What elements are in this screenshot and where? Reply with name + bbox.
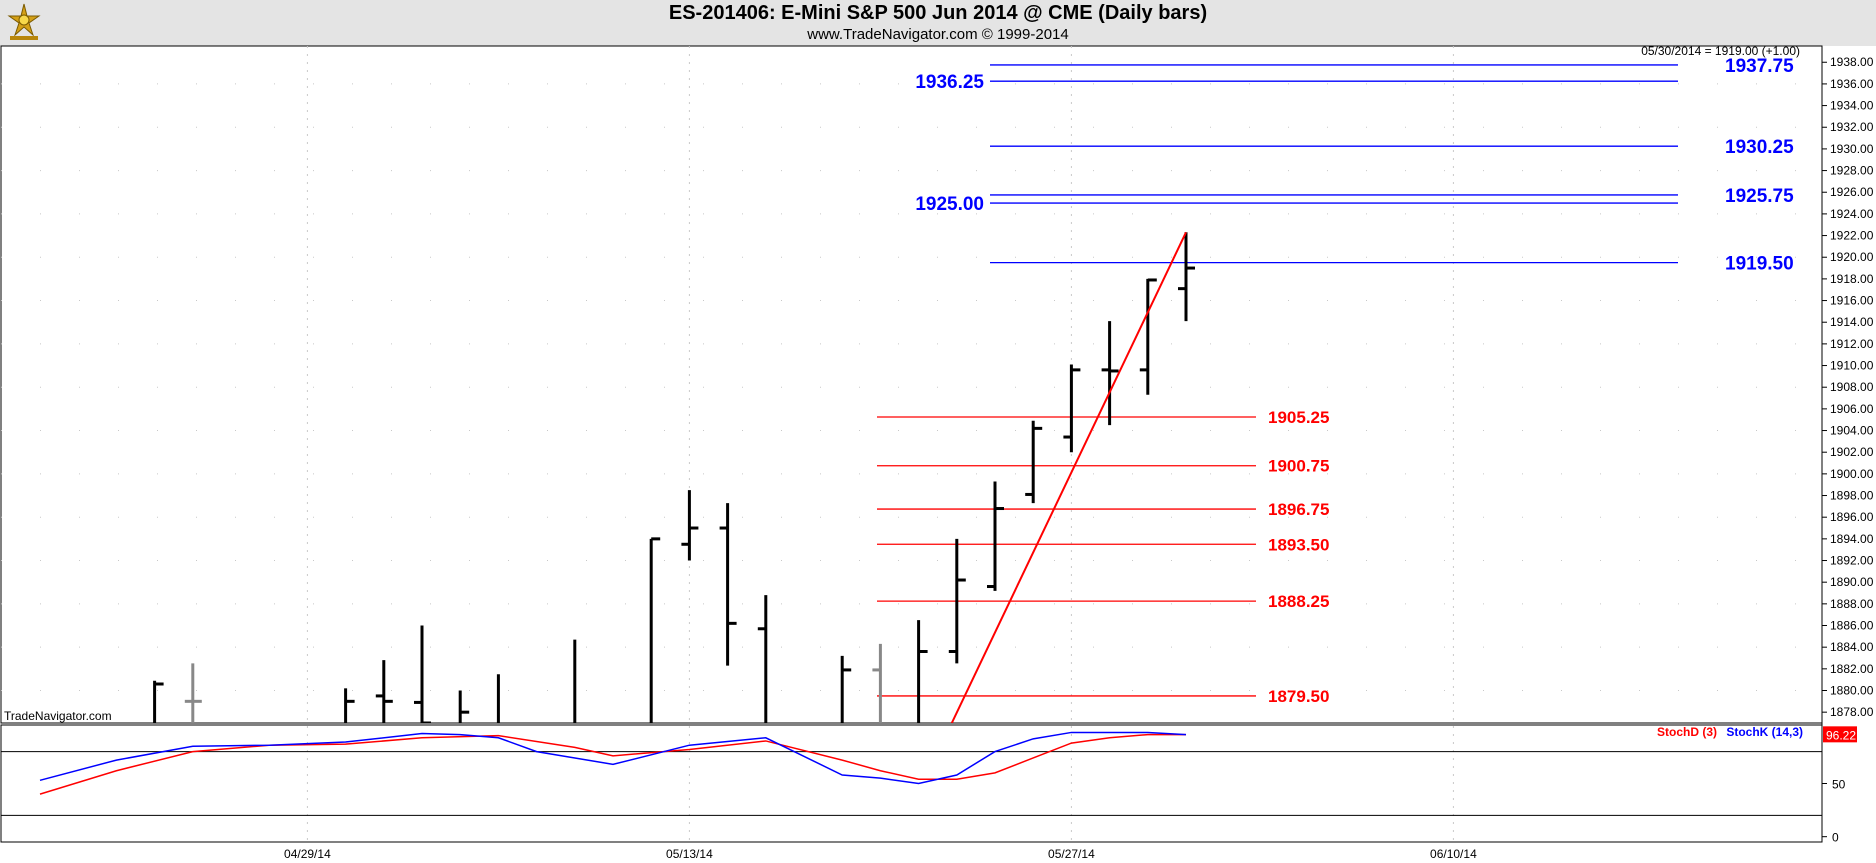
trendline xyxy=(950,231,1187,723)
stochastic-panel: StochD (3) StochK (14,3) xyxy=(1,725,1822,816)
x-tick-label: 04/29/14 xyxy=(284,847,331,861)
y-tick-label: 1898.00 xyxy=(1830,489,1874,503)
trade-navigator-logo-icon xyxy=(4,2,44,42)
y-tick-label: 1884.00 xyxy=(1830,640,1874,654)
y-tick-label: 1888.00 xyxy=(1830,597,1874,611)
chart-grid xyxy=(0,45,1823,843)
y-tick-label: 1920.00 xyxy=(1830,250,1874,264)
ohlc-bar xyxy=(1025,420,1043,504)
y-tick-label: 1878.00 xyxy=(1830,705,1874,719)
last-price-label: 05/30/2014 = 1919.00 (+1.00) xyxy=(1641,44,1800,58)
ohlc-bar xyxy=(872,643,882,723)
chart-axes: 1878.00 1880.00 1882.00 1884.00 1886.00 1888.… xyxy=(284,55,1874,861)
ohlc-bar xyxy=(948,538,966,664)
y-tick-label: 1918.00 xyxy=(1830,272,1874,286)
y-tick-label: 1932.00 xyxy=(1830,120,1874,134)
legend-stoch-d: StochD (3) xyxy=(1657,725,1717,739)
y-tick-label: 1930.00 xyxy=(1830,142,1874,156)
ohlc-bar xyxy=(153,680,164,723)
price-plot-area xyxy=(153,64,1678,723)
y-tick-label: 1938.00 xyxy=(1830,55,1874,69)
y-tick-label: 1890.00 xyxy=(1830,575,1874,589)
ohlc-bar xyxy=(840,655,852,723)
y-tick-label: 1926.00 xyxy=(1830,185,1874,199)
ohlc-bar xyxy=(458,690,470,723)
stochastic-last-value-label: 96.22 xyxy=(1826,728,1856,742)
blue-level-label: 1937.75 xyxy=(1725,56,1794,77)
ohlc-bar xyxy=(184,663,202,723)
legend-stoch-k: StochK (14,3) xyxy=(1726,725,1803,739)
ohlc-bar xyxy=(573,639,577,723)
ohlc-bar xyxy=(757,595,768,723)
ohlc-bar xyxy=(1178,232,1195,322)
y-tick-label: 1886.00 xyxy=(1830,619,1874,633)
chart-subtitle: www.TradeNavigator.com © 1999-2014 xyxy=(807,26,1069,43)
blue-level-label: 1925.75 xyxy=(1725,186,1794,207)
y-tick-label: 1914.00 xyxy=(1830,315,1874,329)
blue-level-label: 1930.25 xyxy=(1725,137,1794,158)
x-tick-label: 06/10/14 xyxy=(1430,847,1477,861)
price-panel: 1937.75 1936.25 1930.25 1925.75 1925.00 1919.… xyxy=(153,56,1794,723)
y-tick-label: 1922.00 xyxy=(1830,229,1874,243)
y-tick-label: 1934.00 xyxy=(1830,99,1874,113)
ohlc-bar xyxy=(719,503,737,666)
blue-level-label: 1919.50 xyxy=(1725,254,1794,275)
ohlc-bar xyxy=(1139,278,1157,395)
blue-level-label: 1925.00 xyxy=(915,194,984,215)
y-tick-label: 1924.00 xyxy=(1830,207,1874,221)
x-tick-label: 05/27/14 xyxy=(1048,847,1095,861)
ohlc-bar xyxy=(917,620,928,723)
x-tick-label: 05/13/14 xyxy=(666,847,713,861)
ohlc-bar xyxy=(375,660,393,723)
ohlc-bar xyxy=(987,481,1004,591)
stochastic-series-line xyxy=(39,731,1187,785)
watermark-text: TradeNavigator.com xyxy=(4,709,112,723)
stochastic-y-tick-label: 0 xyxy=(1832,831,1839,845)
chart-header: ES-201406: E-Mini S&P 500 Jun 2014 @ CME… xyxy=(0,0,1876,46)
y-tick-label: 1904.00 xyxy=(1830,424,1874,438)
y-tick-label: 1912.00 xyxy=(1830,337,1874,351)
y-tick-label: 1902.00 xyxy=(1830,445,1874,459)
ohlc-bar xyxy=(649,537,661,723)
blue-level-label: 1936.25 xyxy=(915,72,984,93)
stochastic-y-tick-label: 50 xyxy=(1832,778,1846,792)
ohlc-bar xyxy=(414,625,431,723)
red-level-label: 1896.75 xyxy=(1268,500,1329,519)
y-tick-label: 1892.00 xyxy=(1830,554,1874,568)
red-level-label: 1888.25 xyxy=(1268,592,1329,611)
ohlc-bar xyxy=(1101,321,1119,426)
ohlc-bar xyxy=(344,688,355,723)
ohlc-bar xyxy=(1063,364,1081,453)
red-level-label: 1905.25 xyxy=(1268,408,1329,427)
price-panel-frame xyxy=(0,45,1823,724)
y-tick-label: 1900.00 xyxy=(1830,467,1874,481)
red-level-label: 1900.75 xyxy=(1268,457,1329,476)
y-tick-label: 1936.00 xyxy=(1830,77,1874,91)
ohlc-bar xyxy=(496,674,500,723)
y-tick-label: 1928.00 xyxy=(1830,164,1874,178)
red-level-label: 1893.50 xyxy=(1268,535,1329,554)
y-tick-label: 1906.00 xyxy=(1830,402,1874,416)
y-tick-label: 1896.00 xyxy=(1830,510,1874,524)
y-tick-label: 1916.00 xyxy=(1830,294,1874,308)
y-tick-label: 1908.00 xyxy=(1830,380,1874,394)
stochastic-panel-frame xyxy=(0,724,1823,843)
y-tick-label: 1882.00 xyxy=(1830,662,1874,676)
chart-title: ES-201406: E-Mini S&P 500 Jun 2014 @ CME… xyxy=(668,2,1208,24)
y-tick-label: 1910.00 xyxy=(1830,359,1874,373)
red-level-label: 1879.50 xyxy=(1268,687,1329,706)
ohlc-bar xyxy=(681,490,699,561)
y-tick-label: 1894.00 xyxy=(1830,532,1874,546)
stochastic-last-value-badge xyxy=(1823,726,1857,743)
y-tick-label: 1880.00 xyxy=(1830,684,1874,698)
